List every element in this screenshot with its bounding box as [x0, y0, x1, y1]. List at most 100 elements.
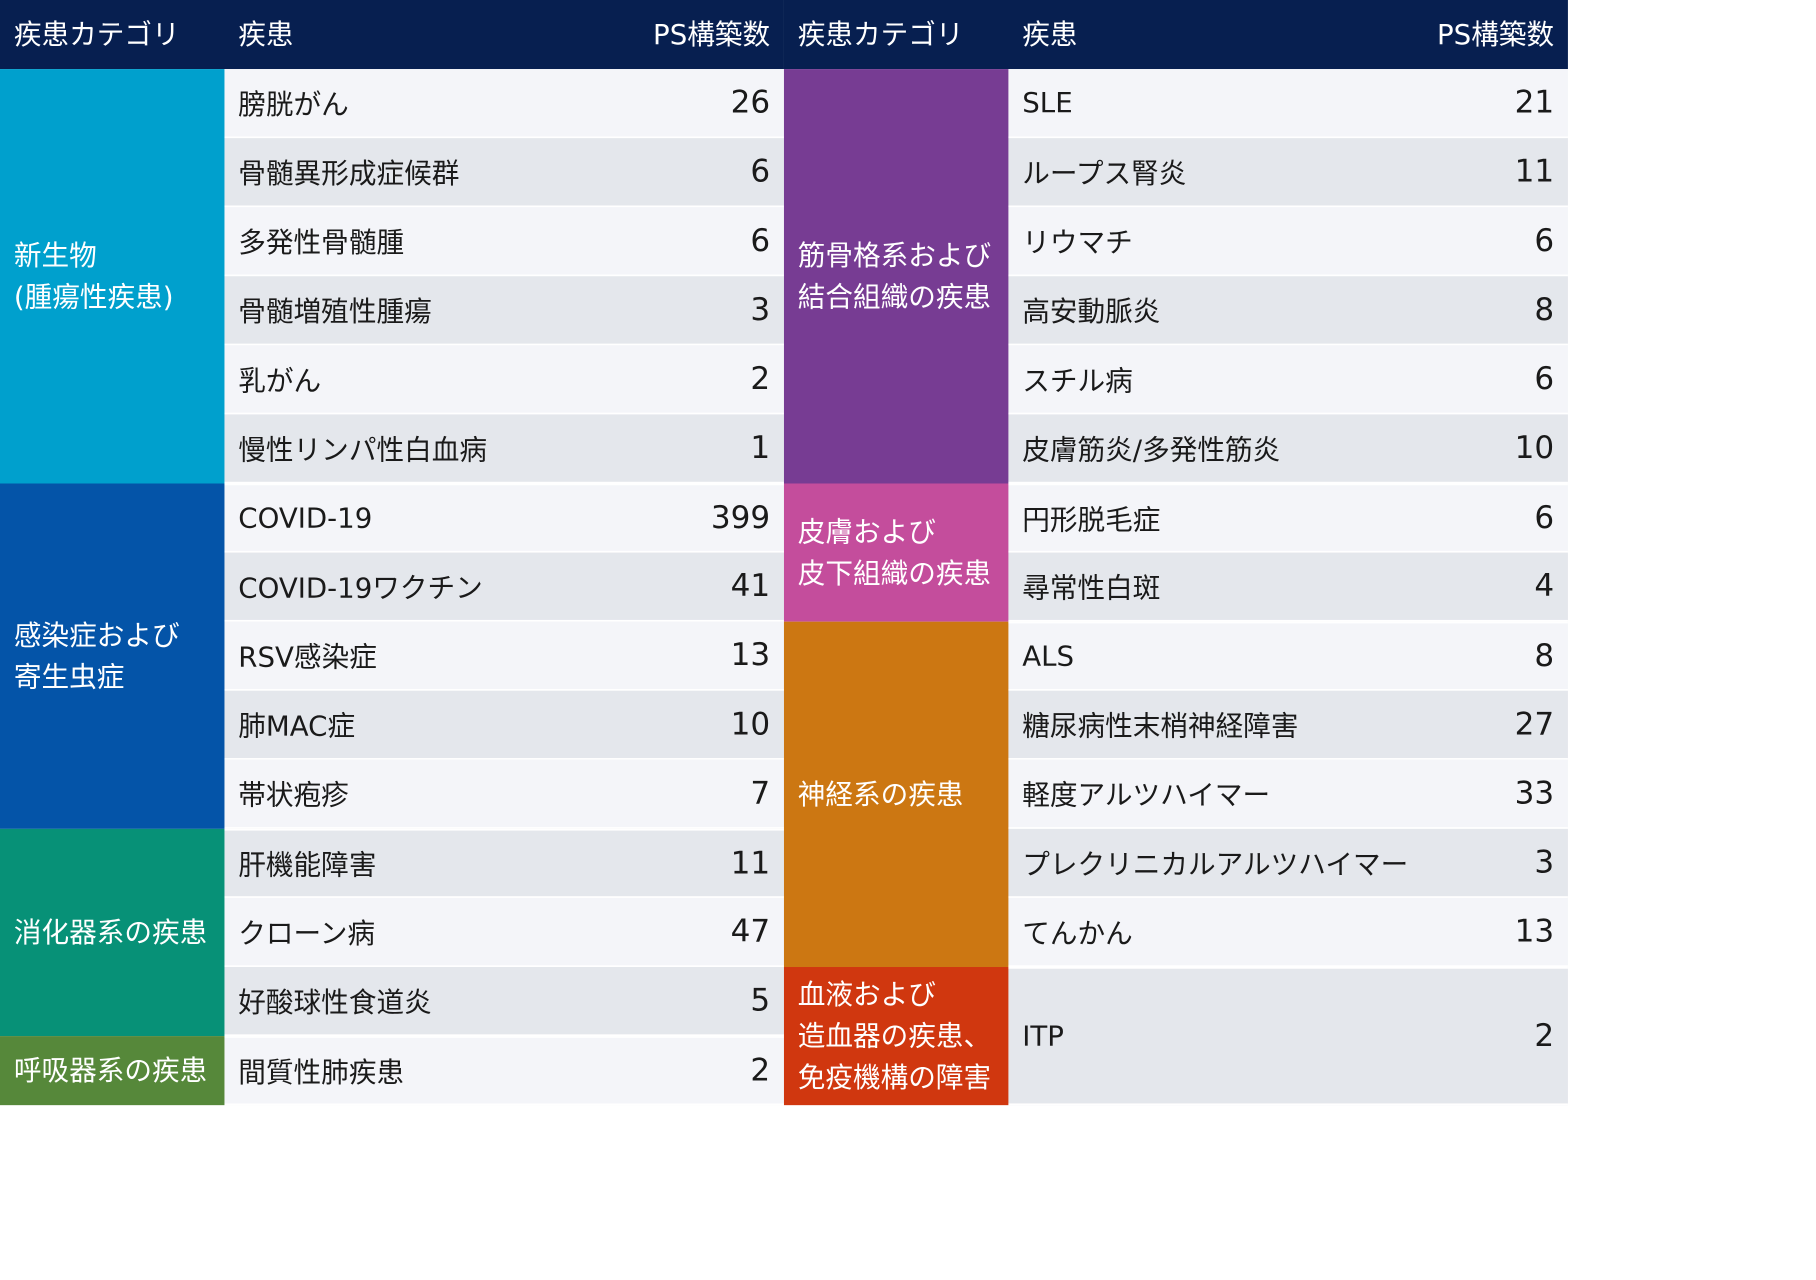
header-row: 疾患カテゴリ 疾患 PS構築数 — [0, 0, 784, 70]
header-row: 疾患カテゴリ 疾患 PS構築数 — [783, 0, 1568, 70]
ps-count: 2 — [1534, 1018, 1555, 1054]
ps-count: 5 — [750, 982, 771, 1019]
ps-count: 6 — [1534, 500, 1555, 536]
table-row: 間質性肺疾患 2 — [224, 1036, 784, 1106]
header-category: 疾患カテゴリ — [797, 18, 964, 51]
disease-name: 尋常性白斑 — [1022, 571, 1161, 605]
category-cell: 筋骨格系および 結合組織の疾患 — [783, 69, 1009, 484]
table-row: 帯状疱疹 7 — [224, 759, 784, 829]
header-ps-count: PS構築数 — [653, 18, 771, 51]
table-row: てんかん 13 — [1008, 897, 1568, 968]
category-cell: 新生物 (腫瘍性疾患) — [0, 69, 225, 484]
ps-count: 33 — [1514, 775, 1555, 812]
table-row: 骨髄異形成症候群 6 — [224, 138, 784, 208]
table-row: 尋常性白斑 4 — [1008, 552, 1568, 622]
ps-count: 2 — [750, 361, 771, 397]
ps-count: 41 — [730, 568, 771, 604]
table-row: ALS 8 — [1008, 621, 1568, 691]
disease-name: 肝機能障害 — [238, 848, 377, 882]
ps-count: 10 — [730, 706, 771, 743]
disease-name: 帯状疱疹 — [238, 778, 349, 812]
header-ps-count: PS構築数 — [1437, 18, 1555, 51]
disease-name: 糖尿病性末梢神経障害 — [1022, 709, 1299, 743]
disease-name: 膀胱がん — [238, 88, 349, 121]
ps-count: 8 — [1534, 638, 1555, 674]
disease-name: 軽度アルツハイマー — [1022, 778, 1271, 812]
disease-name: COVID-19 — [238, 501, 373, 535]
disease-name: スチル病 — [1022, 364, 1133, 398]
table-row: 乳がん 2 — [224, 345, 784, 415]
ps-count: 399 — [710, 500, 771, 536]
disease-name: 骨髄増殖性腫瘍 — [238, 295, 432, 329]
table-row: COVID-19ワクチン 41 — [224, 552, 784, 622]
ps-count: 11 — [1514, 154, 1555, 190]
table-row: COVID-19 399 — [224, 483, 784, 553]
ps-count: 4 — [1534, 568, 1555, 604]
category-cell: 呼吸器系の疾患 — [0, 1036, 225, 1106]
table-row: スチル病 6 — [1008, 345, 1568, 415]
disease-ps-table: 疾患カテゴリ 疾患 PS構築数 新生物 (腫瘍性疾患) 感染症および 寄生虫症 消化… — [0, 0, 1568, 1106]
disease-name: 慢性リンパ性白血病 — [238, 433, 487, 467]
table-row: 多発性骨髄腫 6 — [224, 207, 784, 277]
ps-count: 26 — [730, 85, 771, 121]
category-cell: 神経系の疾患 — [783, 621, 1009, 968]
table-row: ループス腎炎 11 — [1008, 138, 1568, 208]
ps-count: 2 — [750, 1052, 771, 1089]
table-row: 糖尿病性末梢神経障害 27 — [1008, 690, 1568, 760]
ps-count: 11 — [730, 845, 771, 882]
header-disease: 疾患 — [1022, 18, 1078, 51]
disease-name: SLE — [1022, 86, 1073, 120]
ps-count: 27 — [1514, 706, 1555, 743]
disease-name: RSV感染症 — [238, 640, 377, 674]
header-disease: 疾患 — [238, 18, 294, 51]
ps-count: 47 — [730, 913, 771, 950]
ps-count: 7 — [750, 775, 771, 812]
disease-name: ALS — [1022, 639, 1075, 673]
ps-count: 6 — [1534, 223, 1555, 259]
category-cell: 感染症および 寄生虫症 — [0, 483, 225, 829]
table-row: 骨髄増殖性腫瘍 3 — [224, 276, 784, 346]
disease-name: 高安動脈炎 — [1022, 295, 1161, 329]
ps-count: 21 — [1514, 85, 1555, 121]
disease-name: ループス腎炎 — [1022, 157, 1187, 190]
table-row: 軽度アルツハイマー 33 — [1008, 759, 1568, 829]
table-row: 高安動脈炎 8 — [1008, 276, 1568, 346]
disease-name: 骨髄異形成症候群 — [238, 157, 460, 190]
table-row: クローン病 47 — [224, 897, 784, 968]
table-row: 慢性リンパ性白血病 1 — [224, 414, 784, 484]
table-row: RSV感染症 13 — [224, 621, 784, 691]
disease-name: 間質性肺疾患 — [238, 1055, 405, 1089]
disease-name: COVID-19ワクチン — [238, 571, 483, 605]
ps-count: 13 — [1514, 913, 1555, 950]
ps-count: 13 — [730, 637, 771, 674]
category-cell: 皮膚および 皮下組織の疾患 — [783, 483, 1009, 622]
table-row: リウマチ 6 — [1008, 207, 1568, 277]
disease-name: てんかん — [1022, 916, 1133, 950]
table-row: 肺MAC症 10 — [224, 690, 784, 760]
table-row: 肝機能障害 11 — [224, 828, 784, 898]
disease-name: プレクリニカルアルツハイマー — [1022, 847, 1409, 881]
table-row: SLE 21 — [1008, 69, 1568, 139]
disease-name: リウマチ — [1022, 226, 1133, 260]
disease-name: 好酸球性食道炎 — [238, 986, 432, 1019]
ps-count: 10 — [1514, 430, 1555, 466]
ps-count: 1 — [750, 430, 771, 466]
table-row: 膀胱がん 26 — [224, 69, 784, 139]
ps-count: 6 — [750, 154, 771, 190]
table-row: プレクリニカルアルツハイマー 3 — [1008, 828, 1568, 898]
table-left: 疾患カテゴリ 疾患 PS構築数 新生物 (腫瘍性疾患) 感染症および 寄生虫症 消化… — [0, 0, 784, 1106]
disease-name: ITP — [1022, 1019, 1064, 1053]
table-row: 好酸球性食道炎 5 — [224, 967, 784, 1037]
table-row: 円形脱毛症 6 — [1008, 483, 1568, 553]
ps-count: 8 — [1534, 292, 1555, 328]
disease-name: 円形脱毛症 — [1022, 503, 1161, 537]
disease-name: 多発性骨髄腫 — [238, 226, 405, 260]
disease-name: 肺MAC症 — [238, 709, 356, 743]
disease-name: 皮膚筋炎/多発性筋炎 — [1022, 433, 1281, 467]
ps-count: 3 — [1534, 844, 1555, 881]
category-cell: 消化器系の疾患 — [0, 828, 225, 1037]
disease-name: クローン病 — [238, 916, 376, 950]
ps-count: 3 — [750, 292, 771, 328]
table-row: ITP 2 — [1008, 967, 1568, 1106]
ps-count: 6 — [1534, 361, 1555, 397]
